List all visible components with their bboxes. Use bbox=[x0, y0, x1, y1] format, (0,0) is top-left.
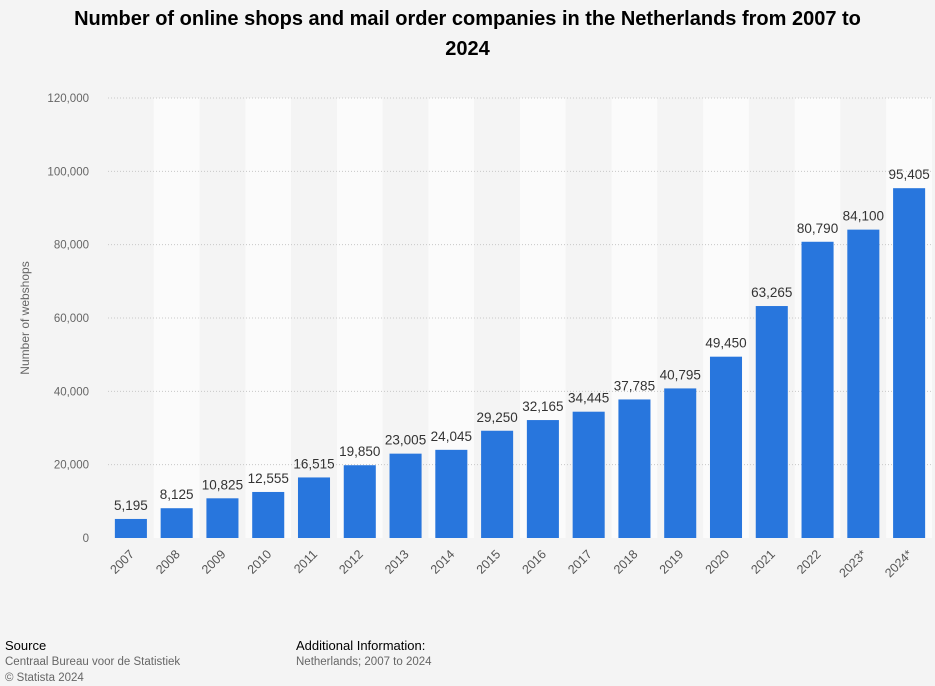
copyright: © Statista 2024 bbox=[5, 672, 84, 684]
y-tick-label: 120,000 bbox=[47, 93, 89, 105]
data-label: 5,195 bbox=[114, 498, 148, 513]
x-tick-label: 2009 bbox=[199, 547, 229, 577]
y-tick-label: 80,000 bbox=[54, 240, 89, 252]
x-tick-label: 2007 bbox=[107, 547, 137, 577]
x-tick-label: 2024* bbox=[882, 547, 915, 580]
source-text: Centraal Bureau voor de Statistiek bbox=[5, 656, 181, 668]
bar[interactable] bbox=[160, 508, 193, 538]
info-heading: Additional Information: bbox=[296, 638, 426, 653]
bar[interactable] bbox=[206, 498, 239, 538]
bar[interactable] bbox=[343, 465, 376, 538]
data-label: 84,100 bbox=[843, 209, 884, 224]
data-label: 8,125 bbox=[160, 487, 194, 502]
bar[interactable] bbox=[847, 229, 880, 538]
additional-info-block: Additional Information: Netherlands; 200… bbox=[296, 638, 432, 670]
y-axis-ticks: 0 20,000 40,000 60,000 80,000 100,000 120,000 bbox=[47, 93, 89, 545]
bar[interactable] bbox=[481, 430, 514, 538]
bar[interactable] bbox=[709, 356, 743, 538]
y-tick-label: 60,000 bbox=[54, 313, 89, 325]
data-label: 16,515 bbox=[293, 456, 334, 471]
bar[interactable] bbox=[893, 188, 926, 538]
y-tick-label: 100,000 bbox=[47, 166, 89, 178]
bar[interactable] bbox=[252, 491, 285, 538]
bar[interactable] bbox=[526, 420, 559, 538]
x-tick-label: 2022 bbox=[794, 547, 824, 577]
data-label: 29,250 bbox=[476, 410, 517, 425]
data-label: 24,045 bbox=[431, 429, 472, 444]
x-tick-label: 2014 bbox=[428, 547, 458, 577]
data-label: 34,445 bbox=[568, 391, 609, 406]
gridlines bbox=[108, 97, 932, 466]
x-tick-label: 2015 bbox=[474, 547, 504, 577]
y-tick-label: 0 bbox=[83, 533, 89, 545]
info-text: Netherlands; 2007 to 2024 bbox=[296, 656, 432, 668]
x-tick-label: 2021 bbox=[748, 547, 778, 577]
y-axis-label: Number of webshops bbox=[18, 261, 32, 374]
data-label: 10,825 bbox=[202, 477, 243, 492]
x-tick-label: 2013 bbox=[382, 547, 412, 577]
bars bbox=[114, 188, 926, 538]
x-tick-label: 2023* bbox=[836, 547, 869, 580]
data-labels: 5,195 8,125 10,825 12,555 16,515 19,850 23,005… bbox=[114, 167, 930, 513]
x-tick-label: 2018 bbox=[611, 547, 641, 577]
bar[interactable] bbox=[755, 306, 788, 538]
data-label: 95,405 bbox=[888, 167, 929, 182]
bar-chart: 020,00040,00060,00080,000100,000120,000 … bbox=[18, 93, 932, 580]
data-label: 49,450 bbox=[705, 336, 746, 351]
data-label: 32,165 bbox=[522, 399, 563, 414]
chart-title: Number of online shops and mail order co… bbox=[0, 4, 935, 64]
data-label: 40,795 bbox=[660, 367, 701, 382]
x-tick-label: 2008 bbox=[153, 547, 183, 577]
data-label: 23,005 bbox=[385, 433, 426, 448]
data-label: 37,785 bbox=[614, 378, 655, 393]
chart-title-line-2: 2024 bbox=[445, 38, 490, 60]
bar[interactable] bbox=[572, 411, 605, 538]
x-tick-label: 2019 bbox=[657, 547, 687, 577]
x-tick-label: 2011 bbox=[291, 547, 320, 576]
bar[interactable] bbox=[664, 388, 697, 538]
data-label: 63,265 bbox=[751, 285, 792, 300]
bar[interactable] bbox=[801, 241, 834, 538]
x-tick-label: 2010 bbox=[245, 547, 275, 577]
x-tick-label: 2012 bbox=[336, 547, 366, 577]
column-band bbox=[108, 98, 154, 538]
data-label: 80,790 bbox=[797, 221, 838, 236]
x-axis-ticks: 2007 2008 2009 2010 2011 2012 2013 2014 2015 2016… bbox=[107, 547, 915, 580]
chart-title-line-1: Number of online shops and mail order co… bbox=[74, 8, 861, 30]
bar[interactable] bbox=[389, 453, 422, 538]
source-heading: Source bbox=[5, 638, 47, 653]
column-band bbox=[153, 98, 200, 538]
x-tick-label: 2017 bbox=[565, 547, 595, 577]
x-tick-label: 2020 bbox=[703, 547, 733, 577]
source-block: Source Centraal Bureau voor de Statistie… bbox=[5, 638, 180, 686]
data-label: 19,850 bbox=[339, 444, 380, 459]
x-tick-label: 2016 bbox=[519, 547, 549, 577]
bar[interactable] bbox=[114, 518, 147, 538]
bar[interactable] bbox=[618, 399, 651, 538]
bar[interactable] bbox=[297, 477, 331, 538]
data-label: 12,555 bbox=[248, 471, 289, 486]
y-tick-label: 20,000 bbox=[54, 460, 89, 472]
column-band bbox=[291, 98, 337, 538]
y-tick-label: 40,000 bbox=[54, 386, 89, 398]
bar[interactable] bbox=[435, 449, 468, 538]
